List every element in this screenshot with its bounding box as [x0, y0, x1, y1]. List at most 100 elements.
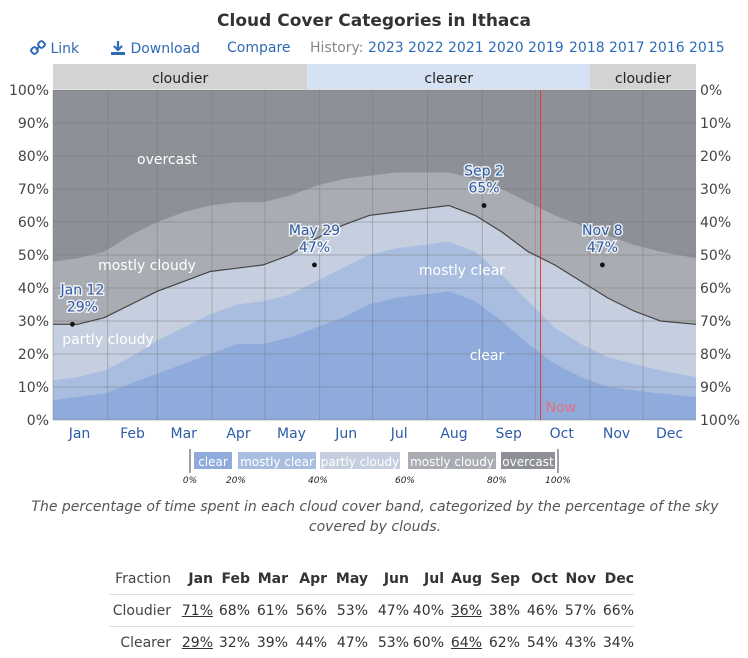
table-cell: 57% — [558, 594, 596, 627]
y-tick-right: 70% — [700, 314, 731, 330]
table-cell: 38% — [482, 594, 520, 627]
table-cell: 60% — [412, 634, 444, 651]
history-year-2017[interactable]: 2017 — [609, 40, 645, 56]
y-tick-left: 70% — [18, 182, 49, 198]
x-tick-month: Feb — [120, 426, 145, 442]
table-cell: 29% — [181, 634, 213, 651]
annotation-date: May 29 — [289, 223, 340, 239]
table-row-label: Cloudier — [109, 594, 175, 627]
legend-label: mostly cloudy — [410, 455, 494, 469]
x-tick-month: Jun — [334, 426, 357, 442]
table-header-dec: Dec — [604, 570, 634, 587]
history-year-2022[interactable]: 2022 — [408, 40, 444, 56]
annotation-value: 65% — [468, 181, 499, 197]
y-tick-left: 80% — [18, 149, 49, 165]
download-icon — [111, 41, 125, 55]
legend-swatch — [238, 452, 316, 469]
link-icon — [30, 40, 46, 55]
y-tick-left: 90% — [18, 116, 49, 132]
area-label-clear: clear — [470, 348, 505, 364]
legend-scale-tick: 20% — [226, 476, 246, 486]
legend-swatch — [408, 452, 496, 469]
table-header-jan: Jan — [188, 570, 213, 587]
legend-swatch — [320, 452, 400, 469]
clearer-fraction-line — [53, 204, 697, 325]
history-year-2020[interactable]: 2020 — [488, 40, 524, 56]
x-tick-month: Jul — [390, 426, 408, 442]
legend-swatch — [194, 452, 232, 469]
table-cell: 40% — [409, 594, 444, 627]
history-year-2018[interactable]: 2018 — [569, 40, 605, 56]
y-tick-right: 10% — [700, 116, 731, 132]
band-label: clearer — [424, 71, 473, 87]
table-header-label: Fraction — [115, 570, 171, 587]
table-cell: 46% — [520, 594, 558, 627]
table-cell: 56% — [288, 594, 327, 627]
table-cell: 61% — [250, 594, 288, 627]
table-cell: 39% — [256, 634, 288, 651]
chart-caption: The percentage of time spent in each clo… — [31, 499, 719, 535]
table-cell: 36% — [444, 594, 482, 627]
compare-button[interactable]: Compare — [227, 40, 291, 56]
y-tick-left: 10% — [18, 380, 49, 396]
table-header-oct: Oct — [531, 570, 558, 587]
band-clearer — [307, 64, 591, 89]
table-header-sep: Sep — [490, 570, 520, 587]
table-header-mar: Mar — [257, 570, 288, 587]
y-tick-left: 100% — [9, 83, 49, 99]
table-header-may: May — [335, 570, 368, 587]
monthly-fraction-table: Fraction Jan Feb Mar Apr May Jun Jul Aug Sep Oct N… — [109, 563, 634, 658]
legend-scale-tick: 60% — [395, 476, 415, 486]
table-cell: 68% — [213, 594, 250, 627]
table-cell: 54% — [526, 634, 558, 651]
annotation-value: 29% — [67, 299, 98, 315]
history-year-2019[interactable]: 2019 — [528, 40, 564, 56]
annotation-date: Jan 12 — [60, 282, 105, 298]
band-label: cloudier — [615, 71, 671, 87]
table-header-aug: Aug — [451, 570, 482, 587]
table-row-cloudier: Cloudier 71% 68% 61% 56% 53% 47% 40% 36% 38% 46% 5… — [109, 594, 634, 627]
band-cloudier — [590, 64, 696, 89]
link-button[interactable]: Link — [30, 40, 79, 57]
legend-scale-tick: 0% — [183, 476, 197, 486]
history-year-2016[interactable]: 2016 — [649, 40, 685, 56]
x-tick-month: Jan — [68, 426, 91, 442]
table-header-nov: Nov — [565, 570, 596, 587]
history-year-2015[interactable]: 2015 — [689, 40, 725, 56]
y-tick-right: 50% — [700, 248, 731, 264]
annotation-value: 47% — [299, 240, 330, 256]
download-button[interactable]: Download — [110, 40, 200, 57]
legend-label: clear — [198, 455, 228, 469]
legend-scale-tick: 80% — [487, 476, 507, 486]
toolbar: Link Download Compare History: 2023 2022… — [0, 40, 748, 60]
table-cell: 53% — [377, 634, 409, 651]
legend-scale-tick: 100% — [545, 476, 571, 486]
table-cell: 47% — [368, 594, 409, 627]
legend-label: partly cloudy — [321, 455, 399, 469]
table-cell: 66% — [596, 594, 634, 627]
area-label-partly-cloudy: partly cloudy — [62, 332, 154, 348]
y-tick-right: 80% — [700, 347, 731, 363]
cloud-cover-chart: cloudier clearer cloudier Now overcast mostly… — [9, 64, 740, 486]
table-cell: 62% — [488, 634, 520, 651]
annotation-point — [70, 321, 75, 327]
history-year-2023[interactable]: 2023 — [368, 40, 404, 56]
table-cell: 32% — [218, 634, 250, 651]
y-tick-right: 0% — [700, 83, 722, 99]
area-label-mostly-clear: mostly clear — [419, 263, 505, 279]
y-tick-left: 0% — [27, 413, 49, 429]
table-header-row: Fraction Jan Feb Mar Apr May Jun Jul Aug Sep Oct N… — [109, 563, 634, 595]
history-year-2021[interactable]: 2021 — [448, 40, 484, 56]
table-header-jul: Jul — [424, 570, 444, 587]
x-tick-month: Apr — [226, 426, 250, 442]
area-label-mostly-cloudy: mostly cloudy — [98, 258, 196, 274]
legend-label: mostly clear — [240, 455, 314, 469]
table-header-feb: Feb — [221, 570, 250, 587]
annotation-point — [312, 262, 317, 268]
legend-label: overcast — [502, 455, 554, 469]
area-label-overcast: overcast — [137, 152, 197, 168]
x-tick-month: Sep — [496, 426, 523, 442]
x-tick-month: Aug — [440, 426, 467, 442]
y-tick-right: 100% — [700, 413, 740, 429]
